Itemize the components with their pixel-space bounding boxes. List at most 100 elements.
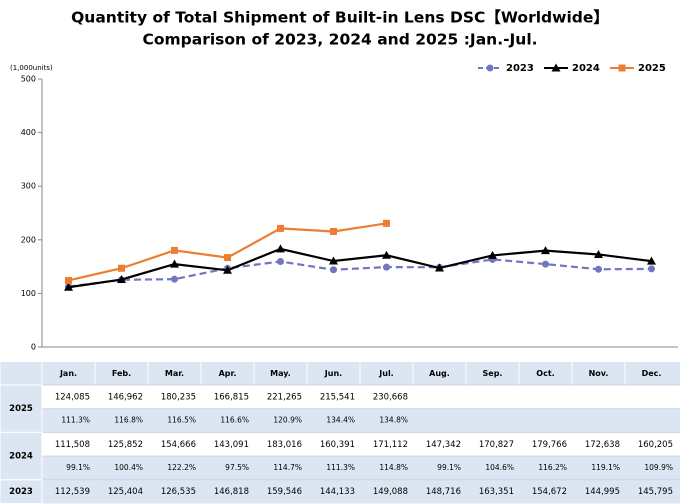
point — [329, 256, 338, 265]
table-cell: 114.7% — [273, 463, 302, 472]
table-cell: 160,205 — [638, 440, 673, 450]
point — [541, 246, 550, 255]
table-cell: 111.3% — [326, 463, 355, 472]
table-row-label: 2024 — [9, 452, 33, 462]
point — [383, 219, 390, 227]
table-cell: 111.3% — [61, 416, 90, 425]
table-header: Dec. — [642, 369, 662, 378]
y-tick-label: 200 — [21, 235, 36, 244]
table-cell: 99.1% — [437, 463, 461, 472]
table-header: Nov. — [589, 369, 609, 378]
point — [647, 256, 656, 265]
table-cell: 179,766 — [532, 440, 567, 450]
point — [488, 250, 497, 259]
y-tick-label: 0 — [31, 343, 36, 352]
table-cell: 134.4% — [326, 416, 355, 425]
table-header-bg — [0, 362, 680, 385]
table-cell: 146,962 — [108, 392, 143, 402]
y-tick-label: 300 — [21, 182, 36, 191]
table-cell: 104.6% — [485, 463, 514, 472]
table-cell: 143,091 — [214, 440, 249, 450]
table-header: Sep. — [483, 369, 503, 378]
point — [118, 264, 125, 272]
table-cell: 134.8% — [379, 416, 408, 425]
point — [435, 263, 444, 272]
y-unit: (1,000units) — [10, 64, 53, 72]
table-cell: 144,995 — [585, 487, 620, 497]
table-row-label: 2023 — [9, 487, 33, 497]
table-cell: 116.8% — [114, 416, 143, 425]
table-row-label: 2025 — [9, 404, 33, 414]
series-line — [68, 247, 652, 289]
point — [595, 265, 602, 273]
table-cell: 100.4% — [114, 463, 143, 472]
table-cell: 170,827 — [479, 440, 514, 450]
table-header: Jan. — [59, 369, 77, 378]
table-cell: 116.6% — [220, 416, 249, 425]
table-cell: 230,668 — [373, 392, 408, 402]
table-cell: 171,112 — [373, 440, 408, 450]
point — [64, 282, 73, 291]
table-cell: 124,085 — [55, 392, 90, 402]
table-cell: 145,795 — [638, 487, 673, 497]
point — [65, 276, 72, 284]
point — [383, 263, 390, 271]
legend-marker — [618, 64, 626, 72]
table-cell: 116.5% — [167, 416, 196, 425]
legend-label: 2023 — [506, 63, 534, 74]
y-tick-label: 400 — [21, 128, 36, 137]
table-header: Jul. — [378, 369, 393, 378]
table-cell: 97.5% — [225, 463, 249, 472]
point — [594, 249, 603, 258]
table-cell: 154,666 — [161, 440, 196, 450]
point — [542, 260, 549, 268]
table-cell: 144,133 — [320, 487, 355, 497]
table-label-bg — [0, 384, 43, 433]
table-cell: 112,539 — [55, 487, 90, 497]
table-header: Feb. — [112, 369, 131, 378]
table-cell: 172,638 — [585, 440, 620, 450]
table-cell: 154,672 — [532, 487, 567, 497]
point — [330, 266, 337, 274]
point — [171, 246, 178, 254]
table-cell: 160,391 — [320, 440, 355, 450]
table-header: May. — [270, 369, 291, 378]
y-tick-label: 100 — [21, 289, 36, 298]
point — [648, 265, 655, 273]
table-header: Apr. — [219, 369, 237, 378]
table-cell: 163,351 — [479, 487, 514, 497]
chart-subtitle: Comparison of 2023, 2024 and 2025 :Jan.-… — [142, 31, 537, 49]
table-cell: 109.9% — [644, 463, 673, 472]
table-row-bg — [42, 408, 680, 433]
table-cell: 122.2% — [167, 463, 196, 472]
point — [277, 224, 284, 232]
table-header: Oct. — [536, 369, 554, 378]
table-cell: 180,235 — [161, 392, 196, 402]
legend-label: 2025 — [638, 63, 666, 74]
legend-label: 2024 — [572, 63, 600, 74]
table-row-bg — [42, 456, 680, 480]
table-header: Jun. — [324, 369, 342, 378]
table-cell: 111,508 — [55, 440, 90, 450]
y-tick-label: 500 — [21, 75, 36, 84]
legend-marker — [486, 64, 494, 72]
table-cell: 215,541 — [320, 392, 355, 402]
point — [276, 244, 285, 253]
table-cell: 120.9% — [273, 416, 302, 425]
point — [171, 275, 178, 283]
table-cell: 146,818 — [214, 487, 249, 497]
table-label-bg — [0, 431, 43, 481]
table-row-bg — [42, 432, 680, 457]
table-cell: 183,016 — [267, 440, 302, 450]
table-row-bg — [42, 479, 680, 504]
table-cell: 114.8% — [379, 463, 408, 472]
table-row-bg — [42, 385, 680, 409]
table-cell: 99.1% — [66, 463, 90, 472]
series-line — [68, 258, 652, 288]
table-header: Mar. — [165, 369, 184, 378]
point — [223, 265, 232, 274]
point — [224, 254, 231, 262]
point — [382, 250, 391, 259]
point — [117, 275, 126, 284]
table-cell: 125,852 — [108, 440, 143, 450]
